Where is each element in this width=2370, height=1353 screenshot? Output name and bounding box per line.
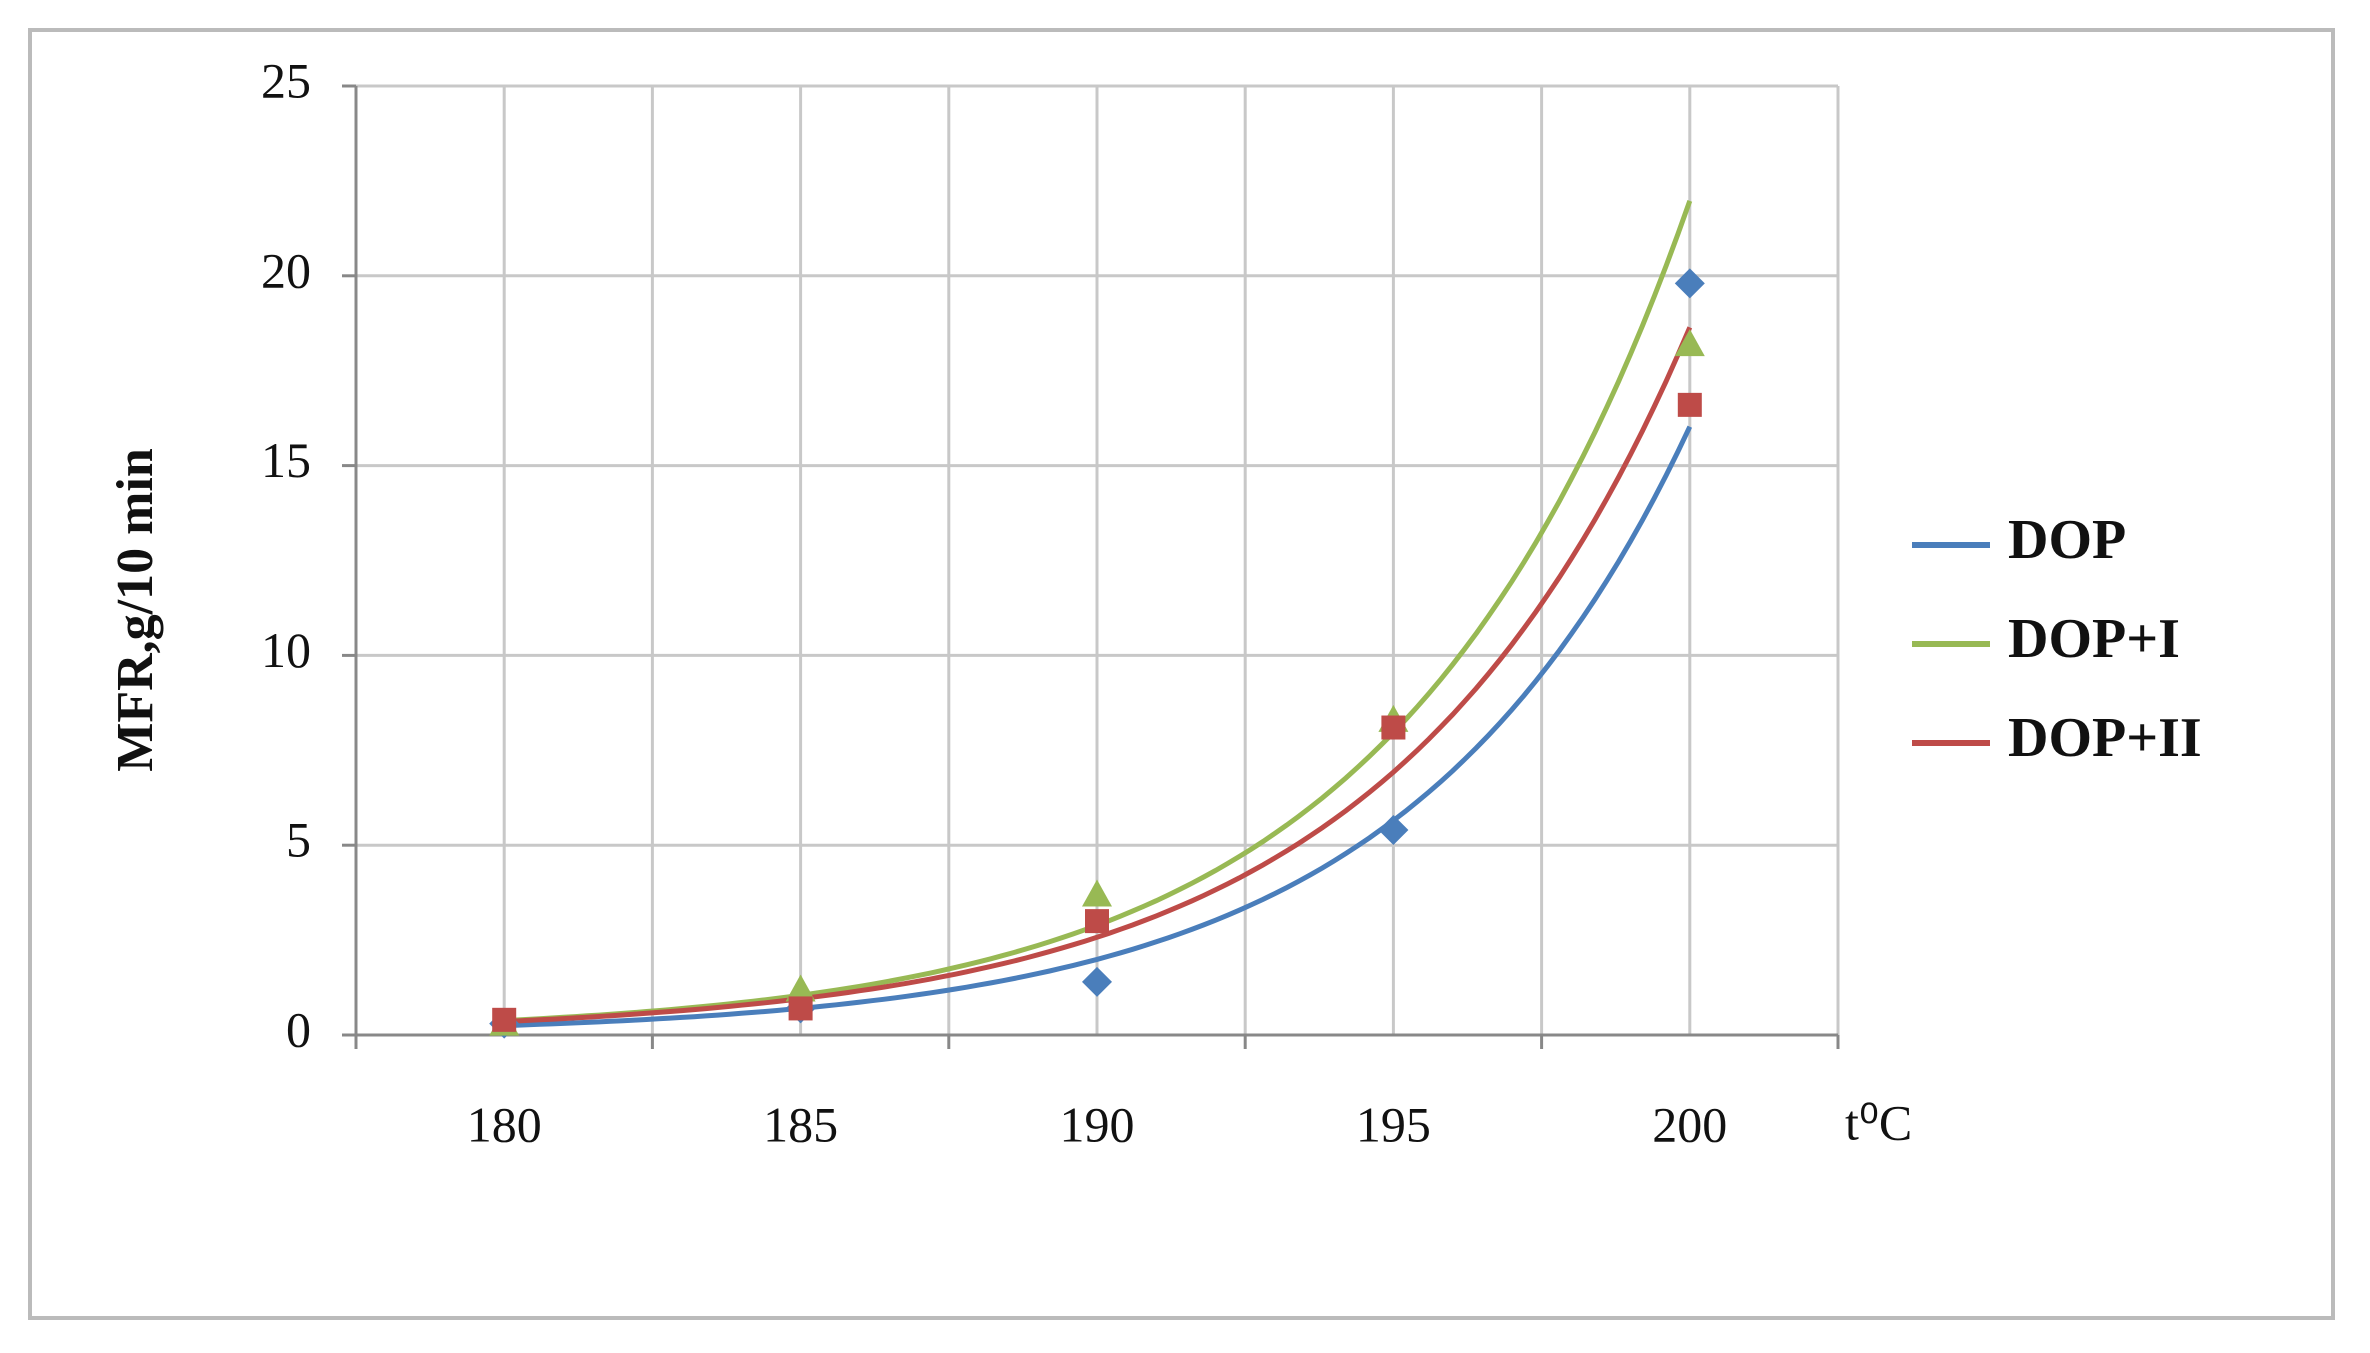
- data-point: [788, 996, 813, 1021]
- y-tick-label: 5: [286, 812, 311, 868]
- trend-line: [504, 326, 1693, 1024]
- data-point: [492, 1007, 517, 1032]
- x-tick-label: 185: [763, 1096, 838, 1152]
- data-point: [1082, 879, 1112, 907]
- legend-label: DOP+I: [2008, 608, 2180, 670]
- data-point: [1378, 815, 1409, 846]
- y-tick-label: 20: [261, 242, 311, 298]
- data-point: [1674, 268, 1705, 299]
- x-tick-label: 180: [467, 1096, 542, 1152]
- legend-label: DOP+II: [2008, 707, 2202, 769]
- y-tick-label: 15: [261, 432, 311, 488]
- legend-label: DOP: [2008, 509, 2126, 571]
- y-tick-label: 25: [261, 52, 311, 108]
- y-axis-label: MFR,g/10 min: [107, 448, 164, 772]
- x-axis-label: t⁰C: [1845, 1094, 1912, 1150]
- x-tick-label: 200: [1652, 1096, 1727, 1152]
- trend-line: [504, 425, 1693, 1029]
- y-tick-label: 10: [261, 622, 311, 678]
- x-tick-label: 190: [1060, 1096, 1135, 1152]
- data-point: [785, 974, 816, 1002]
- data-point: [1085, 909, 1109, 934]
- x-tick-label: 195: [1356, 1096, 1431, 1152]
- data-point: [1677, 392, 1702, 417]
- y-tick-label: 0: [286, 1001, 311, 1057]
- data-point: [1381, 715, 1406, 740]
- data-point: [1082, 966, 1112, 997]
- data-point: [1674, 329, 1705, 357]
- chart-border: [28, 28, 2335, 1320]
